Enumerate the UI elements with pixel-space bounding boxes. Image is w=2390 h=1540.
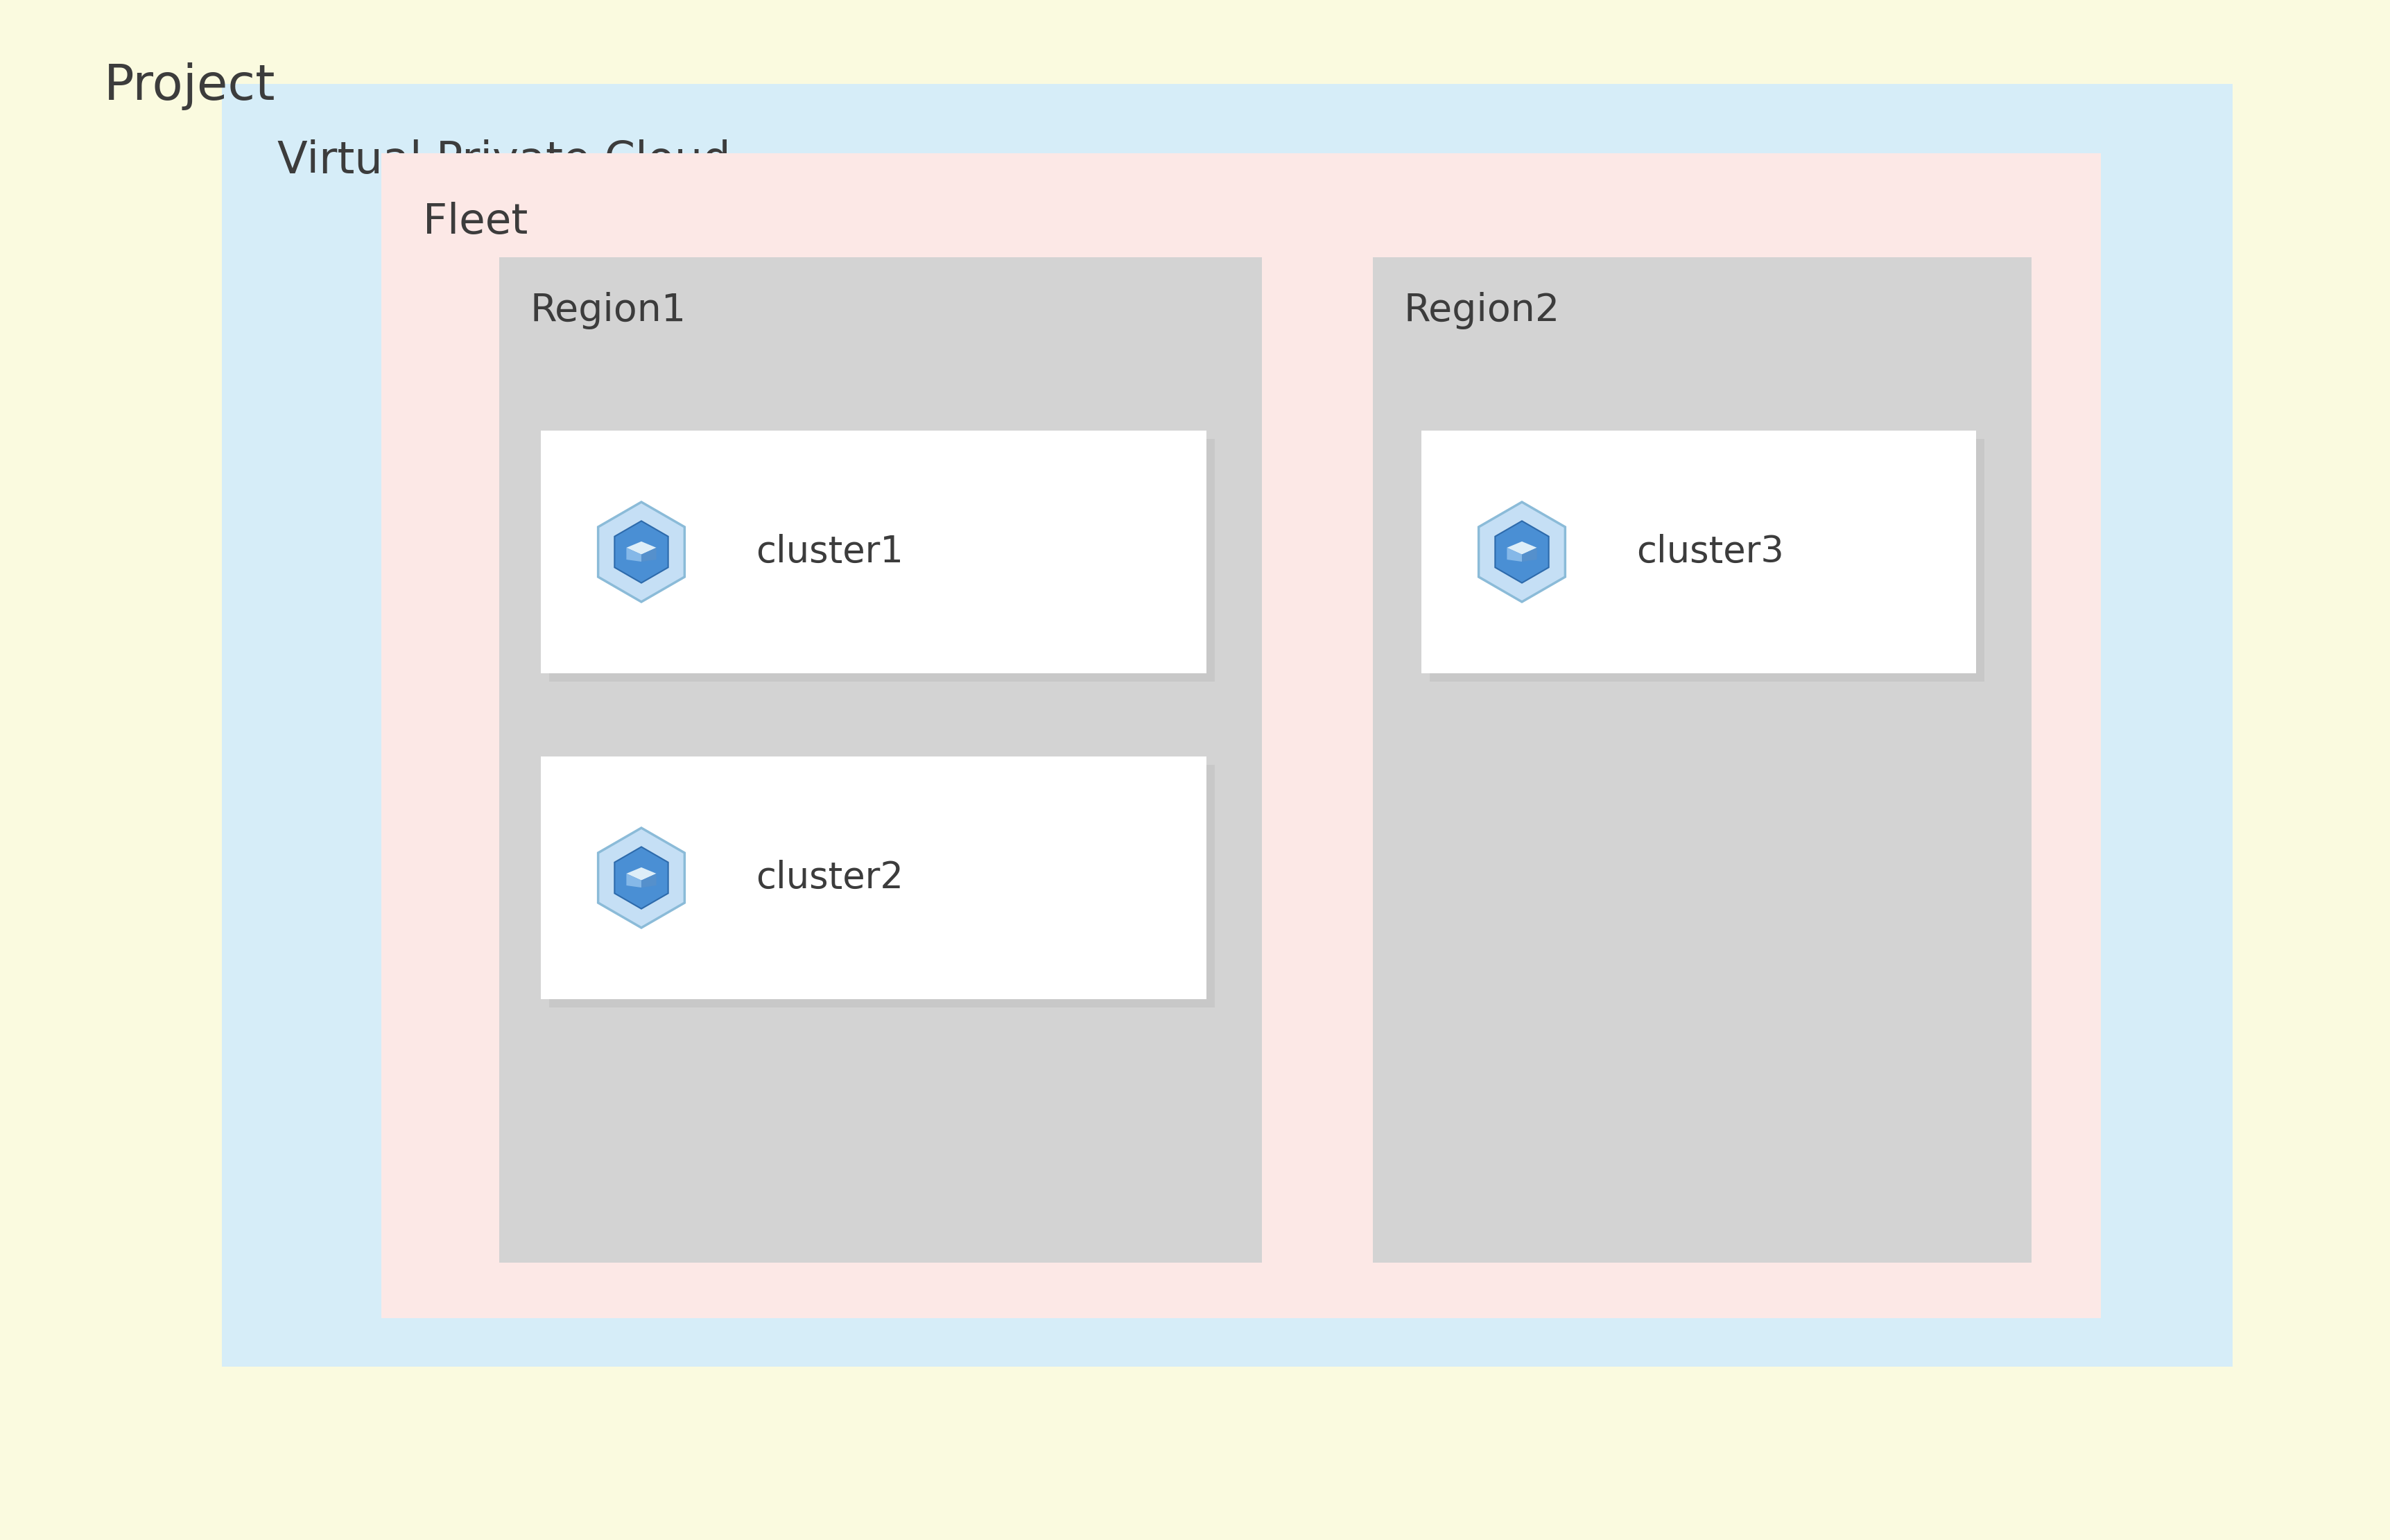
Text: Project: Project — [105, 63, 275, 111]
Text: cluster1: cluster1 — [755, 534, 903, 570]
Polygon shape — [641, 548, 657, 562]
Text: Fleet: Fleet — [423, 202, 528, 243]
Text: cluster2: cluster2 — [755, 859, 903, 896]
Polygon shape — [1506, 548, 1522, 562]
Polygon shape — [641, 873, 657, 887]
Bar — [500, 257, 1262, 1263]
Polygon shape — [598, 829, 684, 927]
Bar — [540, 756, 1207, 999]
Bar — [222, 83, 2232, 1366]
Polygon shape — [1494, 521, 1549, 582]
Bar — [1422, 431, 1977, 673]
Polygon shape — [626, 873, 641, 887]
Polygon shape — [626, 867, 657, 881]
Bar — [550, 439, 1214, 682]
Bar — [540, 431, 1207, 673]
Bar — [382, 154, 2101, 1318]
Polygon shape — [598, 502, 684, 602]
Bar — [550, 765, 1214, 1007]
Polygon shape — [614, 847, 667, 909]
Polygon shape — [614, 521, 667, 582]
Polygon shape — [1479, 502, 1565, 602]
Polygon shape — [626, 542, 657, 554]
Text: cluster3: cluster3 — [1635, 534, 1783, 570]
Bar — [1429, 439, 1984, 682]
Text: Region2: Region2 — [1403, 293, 1561, 330]
Polygon shape — [1522, 548, 1537, 562]
Polygon shape — [1506, 542, 1537, 554]
Text: Region1: Region1 — [531, 293, 686, 330]
Text: Virtual Private Cloud: Virtual Private Cloud — [277, 139, 731, 182]
Bar — [1372, 257, 2031, 1263]
Polygon shape — [626, 548, 641, 562]
